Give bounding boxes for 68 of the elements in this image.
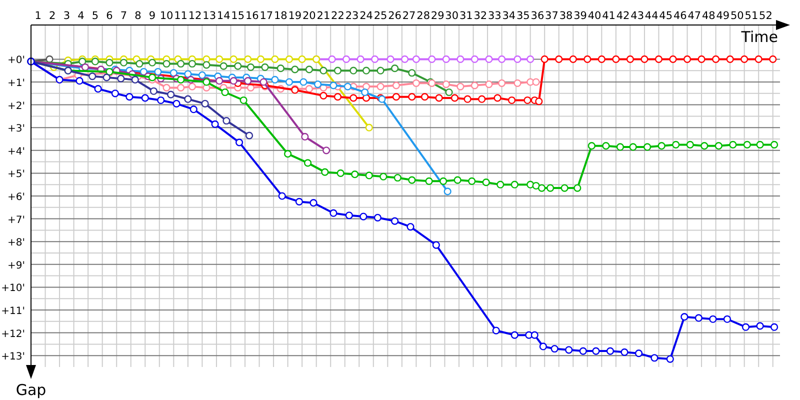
x-tick-label: 12 bbox=[188, 10, 202, 22]
x-tick-label: 34 bbox=[502, 10, 516, 22]
x-tick-label: 16 bbox=[245, 10, 260, 22]
x-tick-label: 38 bbox=[559, 10, 573, 22]
x-tick-label: 21 bbox=[316, 10, 330, 22]
y-tick-label: +10' bbox=[1, 283, 25, 294]
x-tick-label: 52 bbox=[759, 10, 772, 22]
x-tick-label: 13 bbox=[202, 10, 216, 22]
y-tick-label: +9' bbox=[8, 260, 25, 272]
x-tick-label: 49 bbox=[716, 10, 730, 22]
x-tick-label: 10 bbox=[160, 10, 174, 22]
x-tick-label: 4 bbox=[78, 10, 85, 22]
x-axis-title: Time bbox=[740, 28, 778, 46]
x-tick-label: 2 bbox=[49, 10, 56, 22]
x-tick-label: 46 bbox=[673, 10, 688, 22]
y-tick-label: +8' bbox=[8, 238, 25, 249]
x-tick-label: 9 bbox=[148, 10, 156, 22]
x-tick-label: 31 bbox=[459, 10, 473, 22]
x-tick-label: 26 bbox=[388, 10, 402, 22]
x-tick-label: 45 bbox=[659, 10, 673, 22]
x-tick-label: 50 bbox=[730, 10, 744, 22]
y-tick-label: +6' bbox=[8, 192, 25, 203]
x-tick-label: 48 bbox=[702, 10, 716, 22]
x-tick-label: 28 bbox=[416, 10, 430, 22]
x-tick-label: 33 bbox=[488, 10, 502, 22]
y-tick-label: +12' bbox=[1, 328, 25, 340]
x-tick-label: 14 bbox=[216, 10, 231, 22]
x-tick-label: 22 bbox=[331, 10, 344, 22]
x-tick-label: 7 bbox=[120, 10, 128, 22]
y-axis-title: Gap bbox=[16, 381, 46, 399]
x-tick-label: 25 bbox=[374, 10, 388, 22]
y-tick-label: +7' bbox=[8, 214, 25, 226]
x-tick-label: 39 bbox=[574, 10, 587, 22]
x-tick-label: 8 bbox=[134, 10, 142, 22]
x-tick-label: 42 bbox=[616, 10, 630, 22]
y-tick-label: +5' bbox=[8, 169, 25, 180]
x-tick-label: 6 bbox=[106, 10, 114, 22]
x-tick-label: 23 bbox=[345, 10, 359, 22]
y-tick-label: +11' bbox=[1, 306, 25, 317]
x-tick-label: 15 bbox=[231, 10, 245, 22]
x-tick-label: 35 bbox=[516, 10, 530, 22]
y-tick-label: +2' bbox=[8, 100, 25, 112]
x-tick-label: 24 bbox=[360, 10, 374, 22]
x-tick-label: 3 bbox=[63, 10, 70, 22]
y-tick-label: +13' bbox=[1, 352, 25, 363]
x-tick-label: 20 bbox=[302, 10, 316, 22]
x-tick-label: 47 bbox=[688, 10, 702, 22]
x-tick-label: 29 bbox=[430, 10, 444, 22]
x-tick-label: 43 bbox=[630, 10, 644, 22]
x-tick-label: 1 bbox=[34, 10, 42, 22]
x-tick-label: 32 bbox=[474, 10, 488, 22]
x-tick-label: 19 bbox=[288, 10, 302, 22]
x-tick-label: 11 bbox=[174, 10, 188, 22]
y-tick-label: +1' bbox=[8, 78, 25, 89]
x-tick-label: 37 bbox=[545, 10, 558, 22]
x-tick-label: 27 bbox=[402, 10, 416, 22]
x-tick-label: 5 bbox=[92, 10, 99, 22]
x-tick-label: 17 bbox=[260, 10, 274, 22]
x-tick-label: 18 bbox=[274, 10, 288, 22]
x-tick-label: 30 bbox=[445, 10, 459, 22]
x-tick-label: 41 bbox=[602, 10, 616, 22]
x-tick-label: 44 bbox=[644, 10, 659, 22]
x-tick-label: 36 bbox=[530, 10, 544, 22]
x-tick-label: 51 bbox=[744, 10, 758, 22]
y-tick-label: +3' bbox=[8, 124, 25, 135]
x-tick-label: 40 bbox=[588, 10, 602, 22]
y-tick-label: +0' bbox=[8, 55, 25, 66]
y-tick-label: +4' bbox=[8, 146, 25, 158]
